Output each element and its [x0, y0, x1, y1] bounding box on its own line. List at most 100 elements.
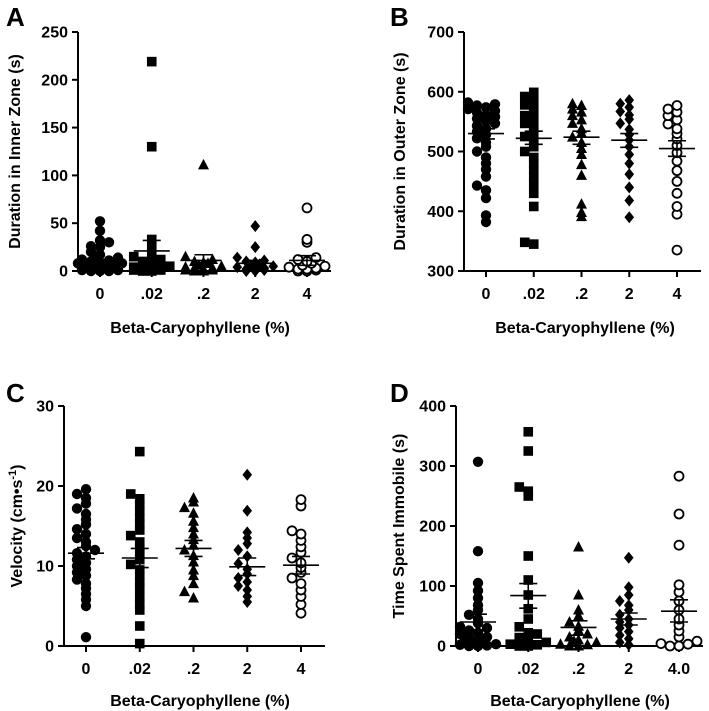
data-point — [673, 539, 685, 551]
x-tick-label: 2 — [624, 661, 633, 678]
data-point — [134, 525, 145, 535]
data-point — [528, 179, 539, 190]
data-point — [198, 158, 209, 170]
data-point — [480, 185, 492, 196]
data-point — [523, 427, 534, 437]
y-tick-label: 200 — [419, 519, 446, 536]
x-tick-label: .02 — [523, 286, 545, 303]
data-point — [673, 579, 685, 591]
data-point — [463, 632, 475, 643]
group-2 — [232, 220, 279, 277]
y-tick-label: 200 — [41, 72, 68, 89]
data-point — [472, 634, 484, 646]
x-tick-label: .2 — [187, 661, 200, 678]
group-.2 — [563, 97, 600, 222]
data-point — [576, 142, 587, 154]
data-point — [528, 122, 539, 133]
y-axis-label-superscript: -1 — [7, 470, 19, 480]
data-point — [250, 241, 261, 254]
data-point — [471, 100, 483, 111]
data-point — [532, 629, 543, 639]
data-point — [567, 117, 578, 128]
data-point — [242, 468, 253, 481]
data-point — [480, 210, 492, 221]
data-point — [624, 181, 635, 194]
data-point — [94, 225, 106, 237]
data-point — [662, 103, 674, 115]
data-point — [283, 261, 295, 273]
data-point — [623, 589, 634, 601]
group-.02 — [128, 56, 175, 276]
y-tick-label: 300 — [427, 264, 454, 281]
y-tick-label: 150 — [41, 120, 68, 137]
data-point — [134, 506, 145, 517]
data-point — [671, 244, 683, 256]
data-point — [519, 118, 530, 129]
data-point — [188, 507, 199, 518]
data-point — [481, 622, 493, 634]
group-4 — [659, 100, 695, 256]
y-axis-label: Time Spent Immobile (s) — [391, 434, 408, 619]
data-point — [134, 494, 145, 504]
data-point — [480, 171, 492, 182]
group-0 — [462, 97, 504, 228]
y-tick-label: 700 — [427, 25, 454, 42]
x-axis-label: Beta-Caryophyllene (%) — [110, 693, 290, 710]
data-point — [664, 640, 676, 652]
data-point — [624, 109, 635, 122]
x-tick-label: 0 — [96, 286, 105, 303]
data-point — [188, 492, 199, 503]
group-.02 — [515, 87, 552, 249]
data-point — [519, 100, 530, 110]
y-axis-label-main: Velocity (cm•s — [9, 480, 26, 588]
x-tick-label: .2 — [572, 661, 585, 678]
data-point — [472, 585, 484, 596]
data-point — [472, 600, 484, 611]
data-point — [615, 105, 626, 118]
data-point — [80, 492, 92, 504]
panel-letter: B — [390, 2, 409, 32]
data-point — [146, 141, 157, 152]
data-point — [624, 94, 635, 107]
data-point — [180, 250, 191, 262]
group-4 — [283, 202, 331, 277]
data-point — [188, 533, 199, 545]
x-tick-label: 0 — [82, 661, 91, 678]
data-point — [624, 148, 635, 161]
data-point — [523, 486, 534, 496]
data-point — [573, 589, 584, 600]
data-point — [480, 137, 492, 148]
data-point — [179, 585, 190, 597]
y-tick-label: 500 — [427, 144, 454, 161]
data-point — [528, 95, 539, 106]
y-tick-label: 0 — [45, 639, 54, 656]
data-point — [523, 575, 534, 585]
data-point — [523, 634, 534, 644]
data-point — [671, 201, 683, 212]
data-point — [671, 123, 683, 135]
data-point — [682, 638, 694, 650]
data-point — [134, 599, 145, 610]
y-tick-label: 0 — [59, 264, 68, 281]
y-tick-label: 50 — [50, 216, 68, 233]
x-tick-label: .02 — [141, 286, 163, 303]
data-point — [134, 513, 145, 523]
data-point — [134, 638, 145, 649]
data-point — [128, 262, 139, 272]
data-point — [576, 198, 587, 209]
data-point — [576, 99, 587, 110]
data-point — [188, 528, 199, 539]
data-point — [188, 569, 199, 581]
data-point — [691, 635, 703, 647]
x-tick-label: .02 — [517, 661, 539, 678]
data-point — [573, 604, 584, 615]
data-point — [471, 180, 483, 191]
group-2 — [611, 94, 648, 224]
data-point — [188, 515, 199, 526]
data-point — [125, 530, 136, 541]
data-point — [80, 536, 92, 548]
data-point — [471, 146, 483, 157]
y-tick-label: 0 — [437, 639, 446, 656]
data-point — [242, 526, 253, 539]
data-point — [514, 632, 525, 643]
